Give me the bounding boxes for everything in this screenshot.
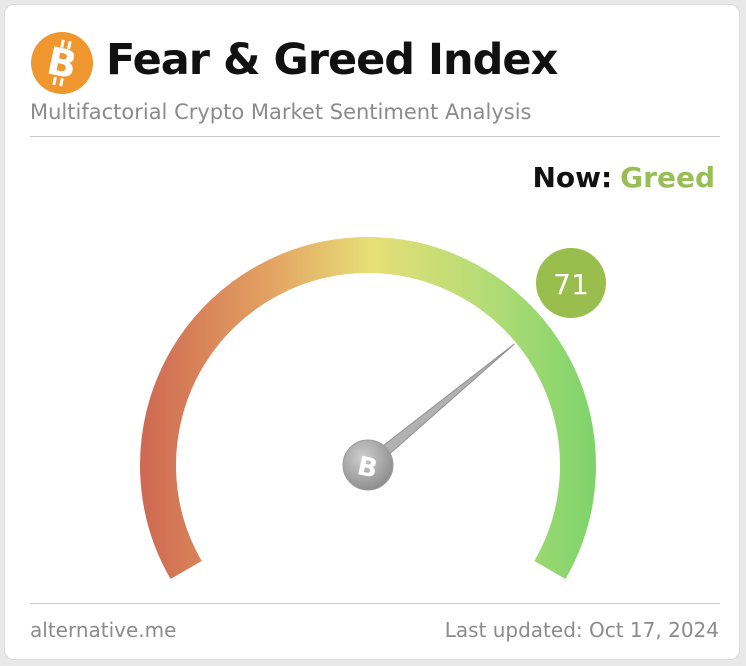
now-label: Now: — [532, 161, 613, 194]
page-subtitle: Multifactorial Crypto Market Sentiment A… — [30, 100, 532, 124]
header-divider — [30, 136, 720, 137]
gauge-arc — [140, 237, 596, 579]
source-link[interactable]: alternative.me — [30, 618, 177, 642]
gauge-value: 71 — [553, 268, 589, 301]
last-updated: Last updated: Oct 17, 2024 — [444, 618, 719, 642]
value-badge: 71 — [536, 248, 606, 318]
fear-greed-card: B Fear & Greed Index Multifactorial Cryp… — [4, 4, 740, 660]
now-value: Greed — [620, 161, 715, 194]
sentiment-gauge: B 71 — [140, 237, 606, 579]
gauge-hub: B — [342, 439, 394, 491]
current-sentiment: Now: Greed — [532, 161, 715, 194]
page-title: Fear & Greed Index — [106, 35, 558, 85]
bitcoin-logo-icon: B — [31, 32, 93, 94]
footer-divider — [30, 603, 720, 604]
